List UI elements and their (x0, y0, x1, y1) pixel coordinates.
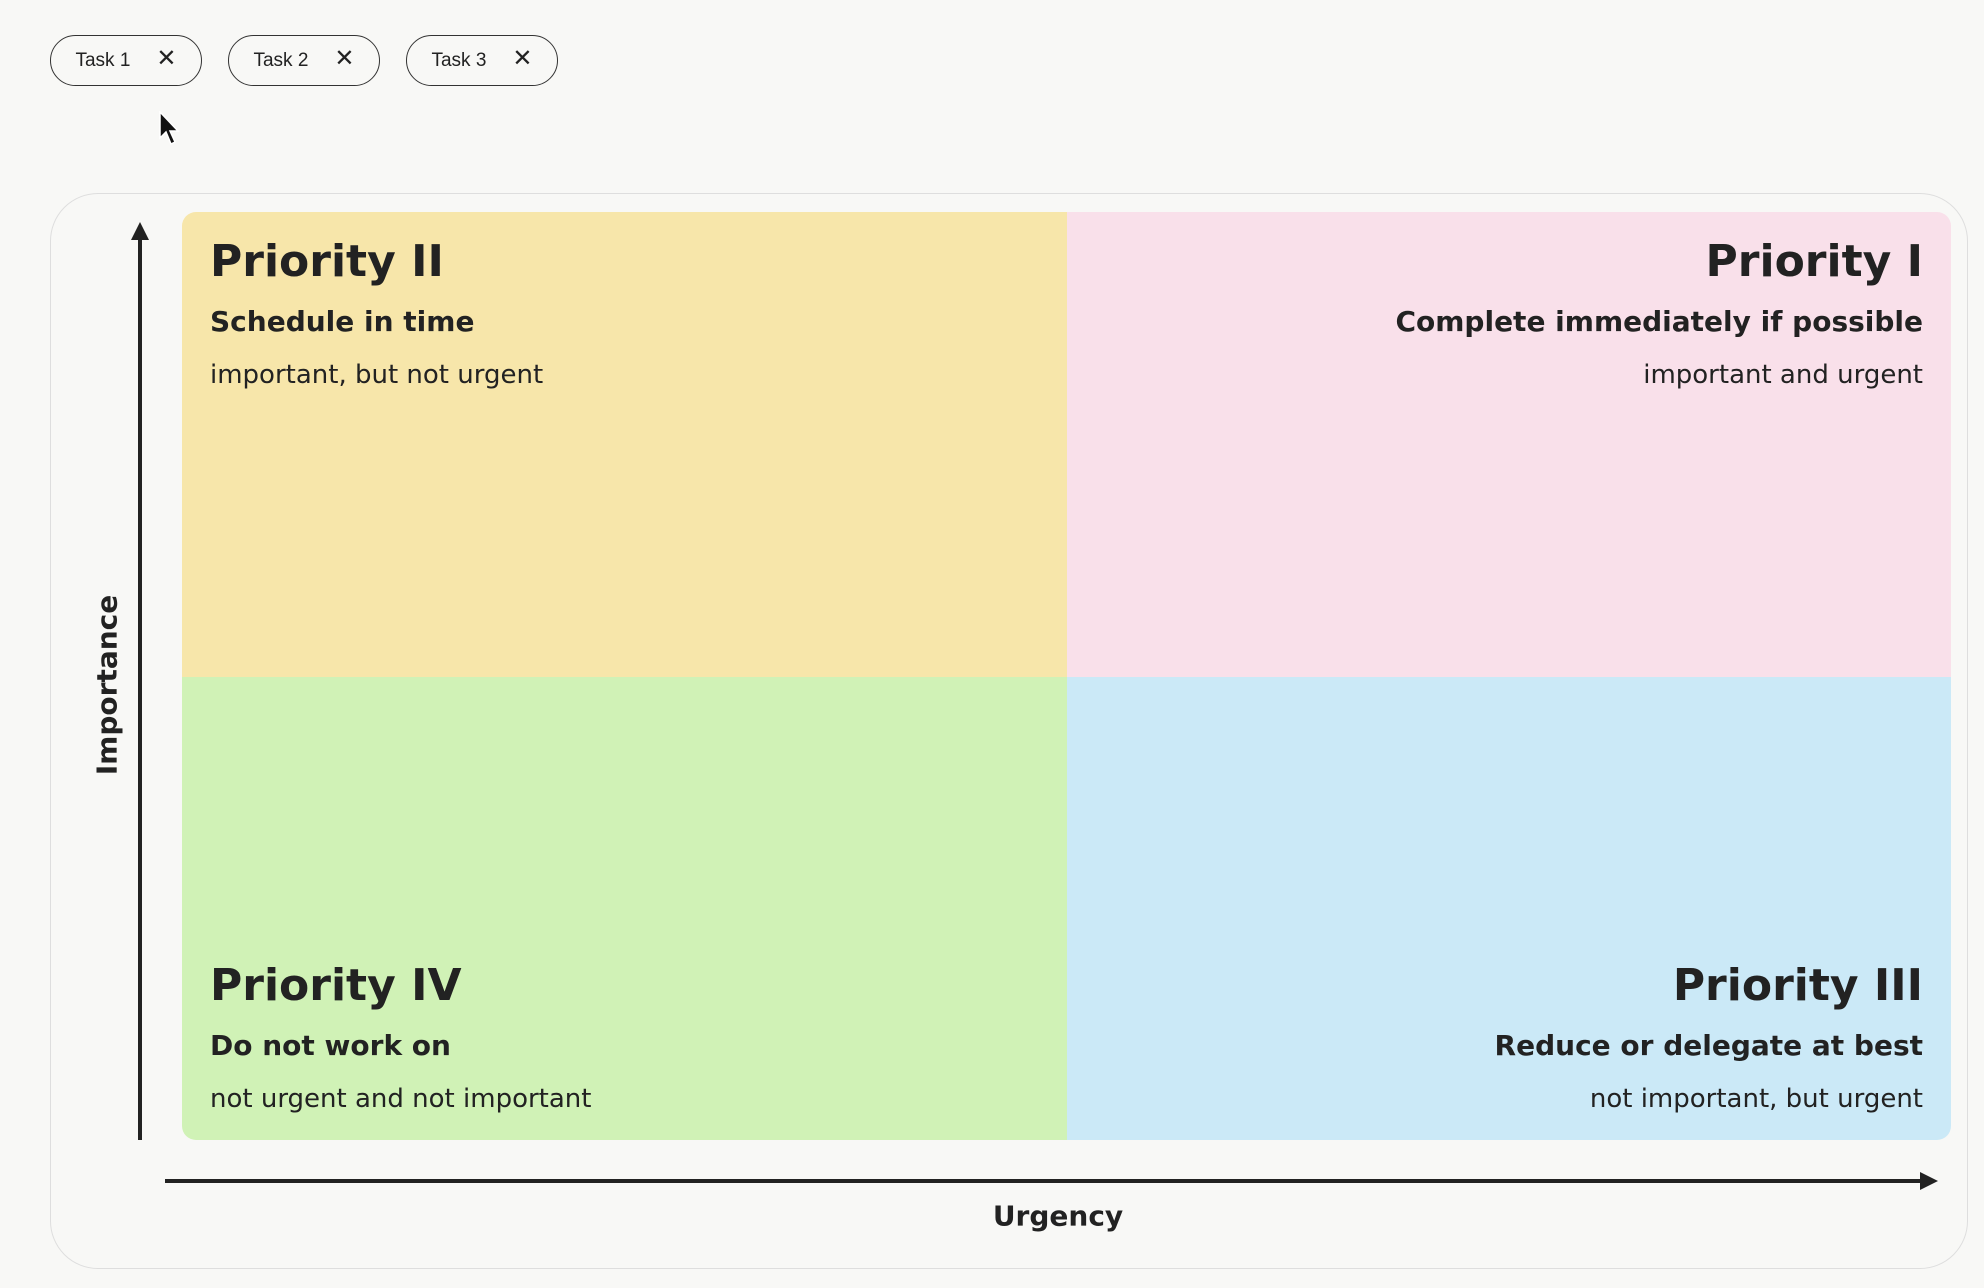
quadrant-title: Priority III (1672, 960, 1923, 1011)
close-icon[interactable]: ✕ (334, 44, 355, 72)
quadrant-title: Priority II (210, 236, 444, 287)
priority-matrix-board (50, 193, 1968, 1269)
quadrant-subtitle: Reduce or delegate at best (1494, 1029, 1923, 1062)
task-chip[interactable]: Task 2 ✕ (228, 35, 380, 86)
quadrant-title: Priority IV (210, 960, 462, 1011)
quadrant-title: Priority I (1705, 236, 1923, 287)
right-arrow-icon (1920, 1172, 1938, 1190)
quadrant-description: not important, but urgent (1589, 1084, 1923, 1114)
x-axis-label: Urgency (992, 1199, 1124, 1233)
quadrant-priority-iv[interactable]: Priority IV Do not work on not urgent an… (182, 677, 1067, 1140)
y-axis-label: Importance (90, 594, 124, 776)
close-icon[interactable]: ✕ (512, 44, 533, 72)
quadrant-subtitle: Do not work on (210, 1029, 451, 1062)
task-chip[interactable]: Task 3 ✕ (406, 35, 558, 86)
task-chip-list: Task 1 ✕ Task 2 ✕ Task 3 ✕ (50, 35, 558, 86)
quadrant-subtitle: Complete immediately if possible (1395, 305, 1923, 338)
task-chip-label: Task 3 (431, 49, 487, 71)
mouse-pointer-icon (159, 111, 180, 146)
quadrant-subtitle: Schedule in time (210, 305, 475, 338)
up-arrow-icon (131, 222, 149, 240)
quadrant-description: important, but not urgent (210, 360, 544, 390)
quadrant-priority-ii[interactable]: Priority II Schedule in time important, … (182, 212, 1067, 677)
close-icon[interactable]: ✕ (156, 44, 177, 72)
quadrant-description: not urgent and not important (210, 1084, 592, 1114)
task-chip-label: Task 1 (75, 49, 131, 71)
quadrant-description: important and urgent (1643, 360, 1923, 390)
quadrant-priority-iii[interactable]: Priority III Reduce or delegate at best … (1067, 677, 1951, 1140)
quadrant-priority-i[interactable]: Priority I Complete immediately if possi… (1067, 212, 1951, 677)
task-chip[interactable]: Task 1 ✕ (50, 35, 202, 86)
task-chip-label: Task 2 (253, 49, 309, 71)
